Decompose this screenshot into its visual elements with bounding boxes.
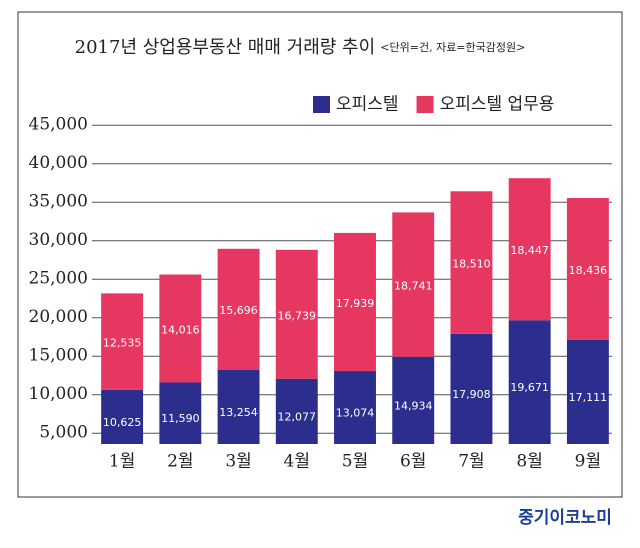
y-tick-label: 45,000: [29, 115, 88, 135]
value-label: 11,590: [161, 412, 200, 425]
value-label: 18,447: [510, 244, 549, 257]
legend-swatch: [313, 96, 330, 113]
bar-segment: [217, 369, 260, 444]
chart-title: 2017년 상업용부동산 매매 거래량 추이: [75, 37, 376, 58]
value-label: 18,436: [569, 264, 608, 277]
chart-subtitle: <단위=건, 자료=한국감정원>: [380, 41, 525, 54]
y-tick-label: 5,000: [39, 423, 88, 443]
bar-segment: [101, 293, 144, 390]
y-tick-label: 20,000: [29, 307, 88, 327]
value-label: 13,074: [336, 407, 375, 420]
value-label: 18,510: [452, 258, 491, 271]
bar-segment: [450, 333, 493, 444]
y-tick-label: 25,000: [29, 269, 88, 289]
y-tick-label: 15,000: [29, 346, 88, 366]
legend-swatch: [416, 96, 434, 113]
bar-segment: [159, 382, 202, 444]
value-label: 19,671: [510, 381, 549, 394]
legend-label: 오피스텔 업무용: [440, 95, 555, 115]
x-tick-label: 1월: [109, 452, 135, 472]
bar-segment: [334, 232, 376, 372]
bar-segment: [334, 371, 376, 444]
x-tick-label: 2월: [167, 452, 193, 472]
y-tick-label: 40,000: [29, 153, 88, 173]
x-tick-label: 3월: [225, 452, 251, 472]
bar-segment: [450, 191, 493, 334]
value-label: 12,077: [278, 410, 317, 423]
source: 중기이코노미: [518, 508, 612, 528]
value-label: 17,939: [336, 297, 375, 310]
bar-segment: [159, 274, 202, 383]
value-label: 14,016: [161, 324, 200, 337]
legend-label: 오피스텔: [336, 95, 399, 115]
value-label: 15,696: [219, 304, 258, 317]
value-label: 12,535: [103, 337, 142, 350]
bar-segment: [392, 356, 435, 444]
bar-segment: [275, 249, 318, 379]
x-tick-label: 6월: [400, 452, 426, 472]
bar-segment: [217, 248, 260, 370]
bar-segment: [508, 178, 551, 321]
y-tick-label: 30,000: [29, 230, 88, 250]
x-tick-label: 4월: [284, 452, 310, 472]
bar-segment: [566, 339, 609, 444]
x-tick-label: 5월: [342, 452, 368, 472]
y-tick-label: 10,000: [29, 384, 88, 404]
bar-segment: [508, 320, 551, 444]
value-label: 13,254: [219, 406, 258, 419]
bar-segment: [101, 389, 144, 444]
value-label: 18,741: [394, 280, 433, 293]
value-label: 10,625: [103, 416, 142, 429]
frame: [17, 11, 623, 498]
bar-segment: [275, 378, 318, 444]
x-tick-label: 9월: [575, 452, 601, 472]
value-label: 14,934: [394, 399, 433, 412]
value-label: 17,111: [569, 391, 608, 404]
bar-segment: [392, 212, 435, 357]
x-tick-label: 7월: [458, 452, 484, 472]
y-tick-label: 35,000: [29, 192, 88, 212]
value-label: 16,739: [278, 309, 317, 322]
bar-segment: [566, 197, 609, 340]
value-label: 17,908: [452, 388, 491, 401]
title-group: 2017년 상업용부동산 매매 거래량 추이 <단위=건, 자료=한국감정원>: [75, 37, 526, 58]
x-tick-label: 8월: [516, 452, 542, 472]
